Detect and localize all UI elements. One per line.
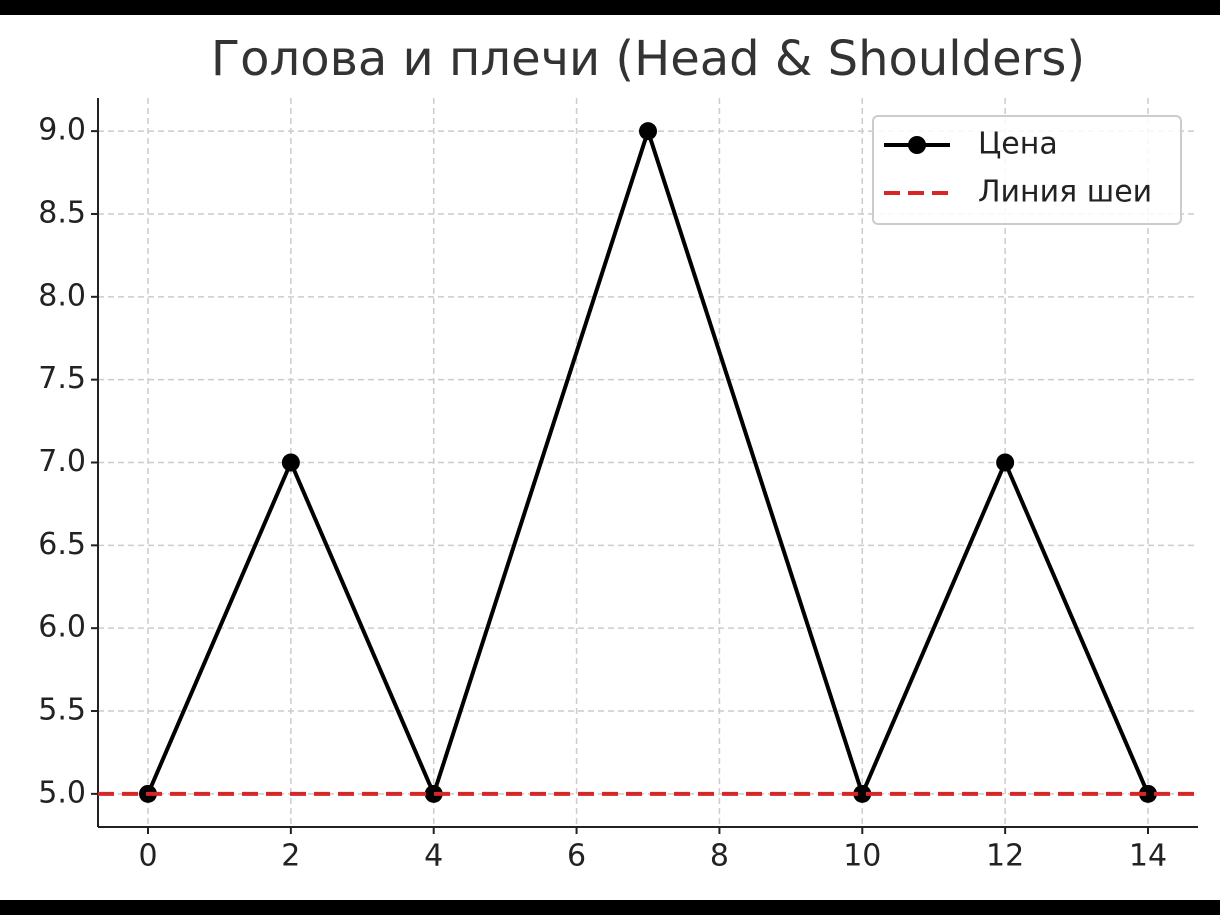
- y-tick-label: 5.5: [38, 693, 86, 728]
- price-marker: [281, 453, 300, 472]
- price-marker: [996, 453, 1015, 472]
- x-tick-label: 10: [843, 839, 881, 874]
- y-tick-label: 6.0: [38, 610, 86, 645]
- price-marker: [853, 784, 872, 803]
- price-marker: [1139, 784, 1157, 803]
- chart-title: Голова и плечи (Head & Shoulders): [211, 31, 1085, 87]
- x-tick-label: 0: [138, 839, 157, 874]
- legend-label: Линия шеи: [978, 175, 1152, 210]
- y-tick-label: 8.5: [38, 195, 86, 230]
- y-tick-label: 7.5: [38, 361, 86, 396]
- price-marker: [639, 122, 657, 141]
- price-marker: [424, 784, 443, 803]
- legend-swatch: [908, 136, 926, 154]
- x-tick-label: 12: [986, 839, 1024, 874]
- y-tick-label: 5.0: [38, 775, 86, 810]
- x-tick-label: 2: [281, 839, 300, 874]
- y-tick-label: 9.0: [38, 113, 86, 148]
- x-tick-label: 8: [710, 839, 729, 874]
- y-tick-label: 8.0: [38, 278, 86, 313]
- x-tick-label: 6: [567, 839, 586, 874]
- x-tick-label: 4: [424, 839, 443, 874]
- y-tick-label: 6.5: [38, 527, 86, 562]
- legend-label: Цена: [978, 127, 1058, 162]
- x-tick-label: 14: [1129, 839, 1167, 874]
- y-tick-label: 7.0: [38, 444, 86, 479]
